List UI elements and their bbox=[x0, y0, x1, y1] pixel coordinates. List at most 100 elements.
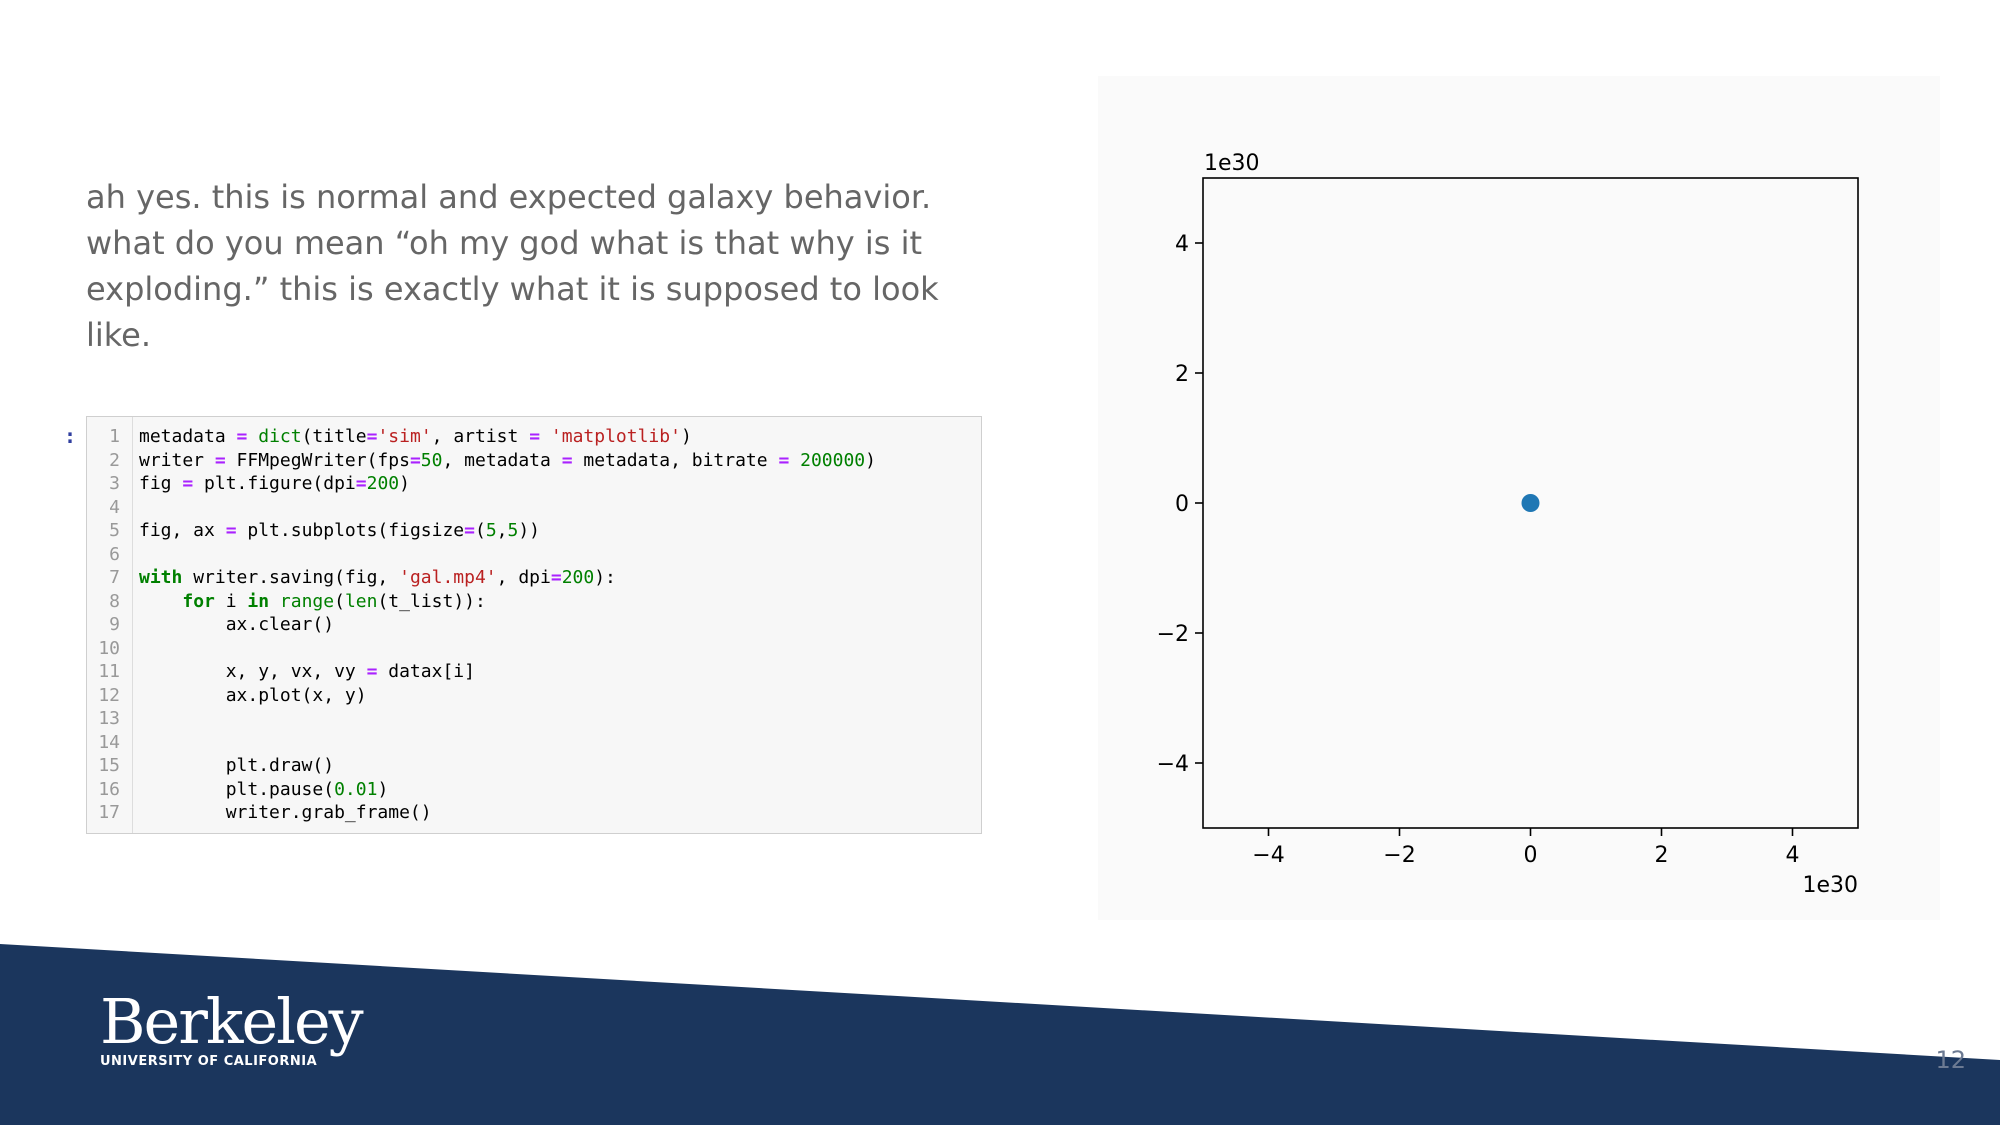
y-tick-label: −2 bbox=[1157, 622, 1189, 647]
code-token: (t_list)): bbox=[377, 590, 486, 612]
code-line: writer = FFMpegWriter(fps=50, metadata =… bbox=[139, 449, 876, 473]
code-token: range bbox=[279, 590, 335, 612]
code-token: = bbox=[550, 567, 562, 588]
code-token: ax.plot(x, y) bbox=[139, 684, 367, 706]
code-token: x, y, vx, vy bbox=[139, 661, 367, 682]
x-offset-label: 1e30 bbox=[1802, 873, 1858, 898]
line-number: 11 bbox=[98, 661, 120, 682]
code-token: = bbox=[182, 473, 194, 494]
scatter-plot: −4 −2 0 2 4 −4 −2 0 2 4 1e30 1e30 bbox=[1157, 151, 1859, 898]
code-line: fig, ax = plt.subplots(figsize=(5,5)) bbox=[139, 519, 876, 543]
code-token: ) bbox=[680, 426, 692, 447]
code-token: , metadata bbox=[442, 449, 562, 471]
code-cell[interactable]: 1 2 3 4 5 6 7 8 9 10 11 12 13 14 15 16 17 metadata = dic… bbox=[86, 416, 982, 834]
code-token: writer.grab_frame() bbox=[139, 802, 432, 823]
data-points bbox=[1521, 494, 1540, 512]
code-token bbox=[247, 426, 258, 447]
code-token: ( bbox=[334, 590, 345, 612]
code-token: datax[i] bbox=[377, 661, 475, 682]
code-token: = bbox=[366, 426, 378, 447]
code-token: writer bbox=[139, 449, 215, 471]
code-token: , dpi bbox=[496, 567, 551, 588]
code-line bbox=[139, 731, 876, 755]
line-number: 8 bbox=[109, 590, 120, 612]
code-token: plt.pause( bbox=[139, 778, 335, 800]
code-token: fig bbox=[139, 473, 183, 494]
code-line bbox=[139, 707, 876, 731]
y-tick-label: −4 bbox=[1157, 752, 1189, 777]
plot-area bbox=[1202, 177, 1859, 829]
y-tick-label: 2 bbox=[1175, 362, 1189, 387]
y-offset-label: 1e30 bbox=[1204, 151, 1260, 176]
code-line: with writer.saving(fig, 'gal.mp4', dpi=2… bbox=[139, 566, 876, 590]
code-line: plt.pause(0.01) bbox=[139, 778, 876, 802]
x-tick-label: 2 bbox=[1655, 843, 1669, 868]
code-line: plt.draw() bbox=[139, 754, 876, 778]
code-token: = bbox=[366, 661, 378, 682]
cell-prompt: : bbox=[64, 424, 77, 448]
code-token: fig, ax bbox=[139, 520, 226, 541]
code-token: ) bbox=[399, 473, 410, 494]
code-token: (title bbox=[301, 426, 367, 447]
code-token: = bbox=[409, 449, 421, 471]
code-editor[interactable]: metadata = dict(title='sim', artist = 'm… bbox=[133, 417, 876, 833]
line-number: 4 bbox=[109, 496, 120, 518]
code-token: = bbox=[225, 520, 237, 541]
code-token bbox=[139, 591, 182, 612]
code-line bbox=[139, 496, 876, 520]
code-token: plt.draw() bbox=[139, 755, 335, 776]
code-token: , artist bbox=[431, 426, 530, 447]
code-token: 'gal.mp4' bbox=[399, 567, 497, 588]
code-token: = bbox=[529, 426, 541, 447]
line-number: 17 bbox=[98, 802, 120, 823]
code-line: fig = plt.figure(dpi=200) bbox=[139, 472, 876, 496]
code-line: writer.grab_frame() bbox=[139, 801, 876, 825]
berkeley-logo: Berkeley UNIVERSITY OF CALIFORNIA bbox=[100, 985, 364, 1070]
line-number: 2 bbox=[109, 449, 120, 471]
code-token: in bbox=[247, 590, 270, 612]
code-token: 200 bbox=[366, 473, 400, 494]
code-token: i bbox=[214, 590, 248, 612]
data-point bbox=[1521, 494, 1540, 512]
line-number: 1 bbox=[109, 426, 120, 447]
line-number: 6 bbox=[109, 543, 120, 565]
y-tick-label: 4 bbox=[1175, 232, 1189, 257]
code-token: = bbox=[464, 520, 475, 541]
x-tick-label: −2 bbox=[1383, 843, 1415, 868]
code-line bbox=[139, 543, 876, 567]
x-tick-label: 4 bbox=[1786, 843, 1800, 868]
code-token: ax.clear() bbox=[139, 614, 335, 635]
line-number: 12 bbox=[98, 684, 120, 706]
line-number-gutter: 1 2 3 4 5 6 7 8 9 10 11 12 13 14 15 16 17 bbox=[87, 417, 133, 833]
code-token bbox=[540, 426, 551, 447]
code-token: with bbox=[139, 567, 183, 588]
code-line: ax.clear() bbox=[139, 613, 876, 637]
code-token: plt.subplots(figsize bbox=[236, 520, 465, 541]
code-token: 0.01 bbox=[334, 778, 378, 800]
code-token: for bbox=[182, 590, 215, 612]
code-token: ): bbox=[594, 567, 616, 588]
code-token: metadata bbox=[139, 426, 237, 447]
line-number: 16 bbox=[98, 778, 120, 800]
slide-body-text: ah yes. this is normal and expected gala… bbox=[86, 178, 939, 354]
x-axis-ticks: −4 −2 0 2 4 bbox=[1252, 828, 1800, 868]
code-token: 200 bbox=[561, 567, 595, 588]
code-token: = bbox=[778, 449, 790, 471]
code-token: dict bbox=[258, 426, 302, 447]
line-number: 7 bbox=[109, 567, 120, 588]
logo-subtitle: UNIVERSITY OF CALIFORNIA bbox=[100, 1054, 318, 1069]
code-token: = bbox=[214, 449, 226, 471]
logo-wordmark: Berkeley bbox=[100, 985, 364, 1058]
line-number: 13 bbox=[98, 708, 120, 729]
line-number: 5 bbox=[109, 520, 120, 541]
code-token: , bbox=[496, 520, 508, 541]
code-token: 5 bbox=[507, 520, 519, 541]
x-tick-label: −4 bbox=[1252, 843, 1284, 868]
x-tick-label: 0 bbox=[1524, 843, 1538, 868]
code-token bbox=[789, 450, 800, 471]
line-number: 14 bbox=[98, 731, 120, 753]
figure-panel: −4 −2 0 2 4 −4 −2 0 2 4 1e30 1e30 bbox=[1098, 76, 1940, 920]
line-number: 3 bbox=[109, 473, 120, 494]
code-token: )) bbox=[518, 520, 541, 541]
page-number: 12 bbox=[1935, 1046, 1966, 1074]
